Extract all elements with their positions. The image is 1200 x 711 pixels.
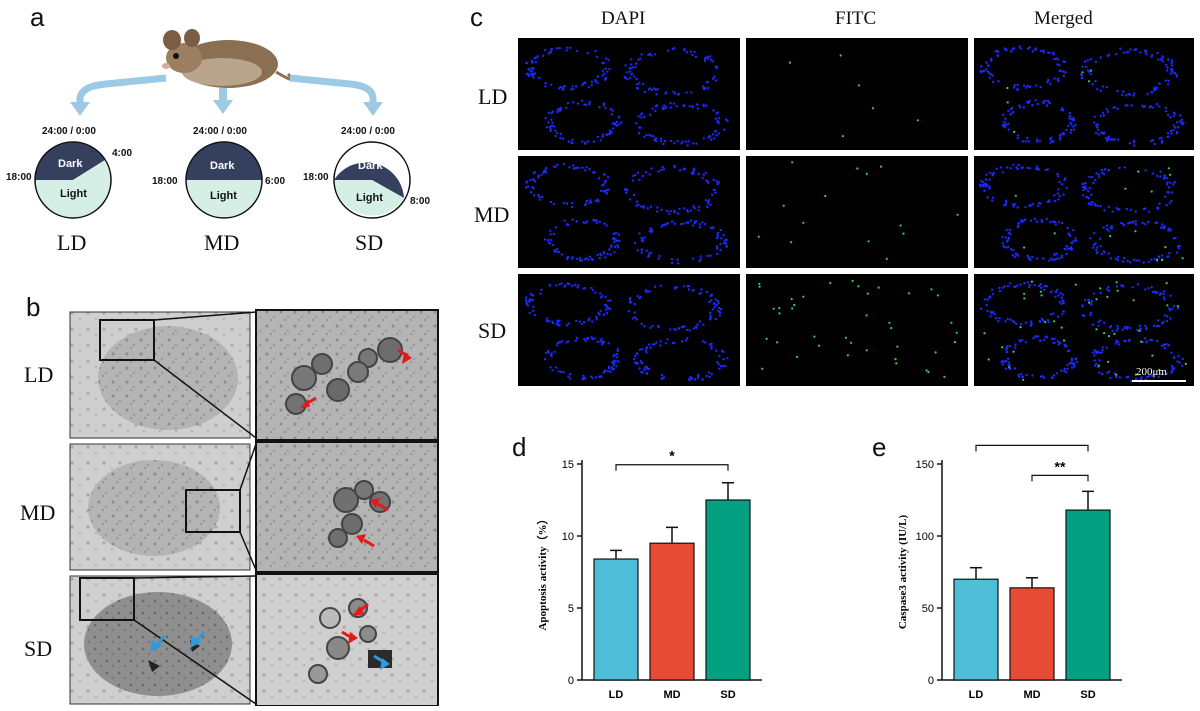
clock-ld-light: Light (60, 188, 87, 200)
mouse-illustration (162, 29, 294, 88)
fluor-ld-merged (974, 38, 1194, 150)
panel-letter-a: a (30, 2, 45, 32)
col-label-dapi: DAPI (601, 8, 646, 29)
chart-caspase3: 0 50 100 150 Caspase3 activity (IU/L) LD MD SD *… (897, 440, 1122, 701)
em-row-label-ld: LD (24, 362, 54, 387)
scale-bar (1132, 380, 1186, 382)
fluor-ld-fitc (746, 38, 968, 150)
panel-letter-b: b (26, 292, 41, 322)
fluor-row-label-ld: LD (478, 84, 508, 109)
significance-bracket (615, 464, 729, 471)
clock-ld-right: 4:00 (112, 148, 133, 159)
clock-md-left: 18:00 (152, 176, 178, 187)
y-axis-label: Caspase3 activity (IU/L) (897, 515, 909, 630)
arrows (70, 74, 383, 116)
x-tick-label: SD (1080, 689, 1095, 701)
y-tick-label: 100 (916, 531, 934, 543)
fluor-md-fitc (746, 156, 968, 268)
clock-sd-top: 24:00 / 0:00 (341, 126, 395, 137)
clock-md-light: Light (210, 190, 237, 202)
panel-letter-c: c (470, 2, 483, 32)
fluor-sd-dapi (518, 274, 740, 386)
clock-md-top: 24:00 / 0:00 (193, 126, 247, 137)
clock-md (185, 141, 263, 219)
em-row-label-md: MD (20, 500, 56, 525)
x-tick-label: LD (609, 689, 624, 701)
clock-sd-left: 18:00 (303, 172, 329, 183)
y-tick-label: 0 (568, 675, 574, 687)
y-tick-label: 10 (562, 531, 574, 543)
clock-sd (333, 141, 411, 219)
clock-ld-left: 18:00 (6, 172, 32, 183)
clock-sd-dark: Dark (358, 160, 383, 172)
chart-apoptosis: 0 5 10 15 Apoptosis activity（%） LD MD SD * (536, 448, 762, 701)
col-label-merged: Merged (1034, 8, 1093, 29)
clock-ld-top: 24:00 / 0:00 (42, 126, 96, 137)
bar-ld (953, 578, 999, 681)
em-figure (69, 309, 439, 706)
fluor-ld-dapi (518, 38, 740, 150)
clock-ld-group: LD (57, 230, 87, 255)
clock-sd-light: Light (356, 192, 383, 204)
clock-ld-dark: Dark (58, 158, 83, 170)
clock-md-right: 6:00 (265, 176, 286, 187)
clock-ld (34, 141, 112, 219)
clock-sd-group: SD (355, 230, 384, 255)
y-tick-label: 150 (916, 459, 934, 471)
y-tick-label: 5 (568, 603, 574, 615)
bar-sd (1065, 509, 1111, 681)
x-tick-label: SD (720, 689, 735, 701)
col-label-fitc: FITC (835, 8, 877, 29)
fluor-md-merged (974, 156, 1194, 268)
fluor-md-dapi (518, 156, 740, 268)
clock-md-group: MD (204, 230, 240, 255)
panel-letter-e: e (872, 432, 887, 462)
fluor-sd-fitc (746, 274, 968, 386)
significance-label: * (669, 448, 675, 464)
x-tick-label: LD (969, 689, 984, 701)
y-tick-label: 15 (562, 459, 574, 471)
bar-ld (593, 558, 639, 681)
bar-md (649, 542, 695, 681)
panel-letter-d: d (512, 432, 527, 462)
y-tick-label: 0 (928, 675, 934, 687)
significance-label: * (1029, 440, 1035, 444)
y-axis-label: Apoptosis activity（%） (536, 513, 549, 630)
bar-md (1009, 587, 1055, 681)
em-ld (69, 309, 439, 441)
significance-label: ** (1055, 458, 1066, 474)
em-row-label-sd: SD (24, 636, 53, 661)
clock-sd-right: 8:00 (410, 196, 431, 207)
clock-md-dark: Dark (210, 160, 235, 172)
em-md (69, 441, 439, 573)
photoperiod-schematic (34, 29, 411, 219)
significance-bracket (975, 444, 1089, 452)
x-tick-label: MD (663, 689, 680, 701)
x-tick-label: MD (1023, 689, 1040, 701)
fluor-row-label-sd: SD (478, 318, 507, 343)
scale-bar-label: 200μm (1136, 366, 1167, 378)
bar-sd (705, 499, 751, 681)
y-tick-label: 50 (922, 603, 934, 615)
fluor-row-label-md: MD (474, 202, 510, 227)
fluorescence-grid (518, 38, 1194, 386)
em-sd (69, 573, 439, 706)
significance-bracket (1031, 474, 1089, 482)
